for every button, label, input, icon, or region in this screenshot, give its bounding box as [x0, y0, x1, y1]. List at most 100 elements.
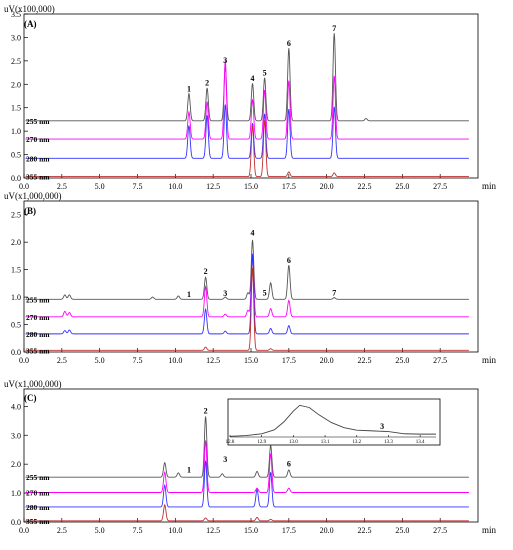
panel-a-trace-label: 270 nm	[26, 135, 50, 144]
panel-a-x-tick-label: 25.0	[395, 182, 409, 191]
panel-c-x-tick-label: 15.0	[244, 526, 258, 535]
panel-b-peak-label: 4	[251, 229, 255, 238]
panel-c-peak-label: 1	[187, 465, 191, 474]
panel-a-trace-label: 355 nm	[26, 173, 50, 182]
panel-a-peak-label: 7	[332, 24, 336, 33]
panel-c: uV(x1,000,000) (C) min 0.0 2.5 5.0 7.5 10.0 1…	[4, 379, 497, 535]
panel-b-y-unit: uV(x1,000,000)	[4, 191, 62, 201]
panel-a-x-tick-label: 5.0	[95, 182, 105, 191]
panel-b-peak-label: 1	[187, 290, 191, 299]
panel-a-trace-270-nm	[25, 60, 469, 140]
panel-a-y-tick-label: 3.5	[11, 10, 21, 19]
panel-b-trace-280-nm	[25, 254, 469, 335]
panel-c-x-tick-label: 20.0	[320, 526, 334, 535]
panel-b-y-tick-label: 1.5	[11, 266, 21, 275]
panel-c-y-unit: uV(x1,000,000)	[4, 379, 62, 389]
panel-a-peak-label: 3	[223, 56, 227, 65]
panel-a-y-tick-label: 2.0	[11, 80, 21, 89]
panel-a-x-tick-label: 22.5	[358, 182, 372, 191]
panel-c-label: (C)	[24, 393, 37, 403]
panel-b-x-tick-label: 2.5	[57, 356, 67, 365]
panel-c-x-tick-label: 25.0	[395, 526, 409, 535]
panel-a-x-unit: min	[482, 181, 497, 191]
inset-x-tick-label: 13.1	[321, 440, 330, 445]
inset-x-tick-label: 13.4	[416, 440, 425, 445]
panel-a-y-tick-label: 3.0	[11, 33, 21, 42]
panel-c-x-unit: min	[482, 525, 497, 535]
panel-b-trace-label: 355 nm	[26, 346, 50, 355]
panel-b-peak-label: 6	[287, 256, 291, 265]
panel-a-x-tick-label: 0.0	[19, 182, 29, 191]
panel-b-x-tick-label: 5.0	[95, 356, 105, 365]
panel-b-label: (B)	[24, 206, 36, 216]
panel-c-x-tick-label: 7.5	[133, 526, 143, 535]
panel-a-trace-255-nm	[25, 33, 469, 122]
panel-a-y-tick-label: 2.5	[11, 57, 21, 66]
panel-b-y-tick-label: 1.0	[11, 293, 21, 302]
panel-c-y-tick-label: 0.0	[11, 518, 21, 527]
inset-x-tick-label: 12.9	[257, 440, 266, 445]
panel-c-x-tick-label: 12.5	[206, 526, 220, 535]
panel-b-x-tick-label: 27.5	[433, 356, 447, 365]
panel-b-x-tick-label: 20.0	[320, 356, 334, 365]
panel-a-peak-label: 5	[263, 68, 267, 77]
panel-b-x-tick-label: 7.5	[133, 356, 143, 365]
panel-b-trace-label: 280 nm	[26, 330, 50, 339]
panel-b-x-tick-label: 12.5	[206, 356, 220, 365]
panel-b-peak-label: 7	[332, 288, 336, 297]
panel-b-x-tick-label: 17.5	[282, 356, 296, 365]
panel-b-peak-label: 2	[204, 267, 208, 276]
panel-b-peak-label: 3	[223, 289, 227, 298]
panel-c-x-tick-label: 17.5	[282, 526, 296, 535]
panel-c-x-tick-label: 10.0	[168, 526, 182, 535]
panel-b-trace-255-nm	[25, 239, 469, 300]
panel-b-trace-355-nm	[25, 267, 469, 351]
panel-a-peak-label: 4	[251, 74, 255, 83]
panel-b-y-tick-label: 0.0	[11, 348, 21, 357]
panel-c-peak-label: 3	[223, 455, 227, 464]
panel-b-x-tick-label: 25.0	[395, 356, 409, 365]
panel-a-x-tick-label: 15.0	[244, 182, 258, 191]
panel-b-trace-label: 270 nm	[26, 313, 50, 322]
inset-frame	[227, 398, 441, 446]
inset-x-tick-label: 13.2	[352, 440, 361, 445]
panel-b-y-tick-label: 2.0	[11, 238, 21, 247]
panel-c-inset: 12.8 12.9 13.0 13.1 13.2 13.3 13.4 3	[226, 398, 441, 446]
panel-a-trace-280-nm	[25, 104, 469, 159]
inset-x-tick-label: 12.8	[226, 440, 235, 445]
panel-c-peak-label: 2	[204, 407, 208, 416]
panel-c-trace-280-nm	[25, 460, 469, 508]
panel-b: uV(x1,000,000) (B) min 0.0 2.5 5.0 7.5 10.0 1…	[4, 191, 497, 365]
panel-a-peak-label: 6	[287, 39, 291, 48]
panel-b-x-tick-label: 22.5	[358, 356, 372, 365]
inset-x-tick-label: 13.3	[384, 440, 393, 445]
panel-c-x-tick-label: 0.0	[19, 526, 29, 535]
panel-b-trace-270-nm	[25, 253, 469, 318]
inset-peak-label: 3	[380, 422, 384, 431]
panel-a-trace-label: 280 nm	[26, 154, 50, 163]
panel-a-x-tick-label: 2.5	[57, 182, 67, 191]
panel-c-trace-label: 280 nm	[26, 503, 50, 512]
panel-b-x-unit: min	[482, 355, 497, 365]
panel-a-trace-label: 255 nm	[26, 117, 50, 126]
panel-a-peak-label: 2	[205, 79, 209, 88]
panel-c-trace-270-nm	[25, 440, 469, 493]
panel-a-y-tick-label: 1.0	[11, 127, 21, 136]
panel-b-trace-label: 255 nm	[26, 295, 50, 304]
panel-b-x-tick-label: 0.0	[19, 356, 29, 365]
panel-a-y-unit: uV(x100,000)	[4, 4, 55, 14]
inset-x-tick-label: 13.0	[289, 440, 298, 445]
panel-a-y-tick-label: 1.5	[11, 104, 21, 113]
panel-a-x-tick-label: 12.5	[206, 182, 220, 191]
panel-c-x-tick-label: 22.5	[358, 526, 372, 535]
panel-c-y-tick-label: 4.0	[11, 402, 21, 411]
panel-b-y-tick-label: 2.5	[11, 211, 21, 220]
panel-a-peak-label: 1	[187, 84, 191, 93]
panel-b-x-tick-label: 10.0	[168, 356, 182, 365]
panel-a-y-tick-label: 0.0	[11, 174, 21, 183]
panel-a-y-tick-label: 0.5	[11, 151, 21, 160]
panel-a-x-tick-label: 27.5	[433, 182, 447, 191]
panel-a: uV(x100,000) (A) min 0.0 2.5 5.0 7.5 10.0 12.…	[4, 4, 497, 191]
panel-c-trace-355-nm	[25, 503, 469, 522]
